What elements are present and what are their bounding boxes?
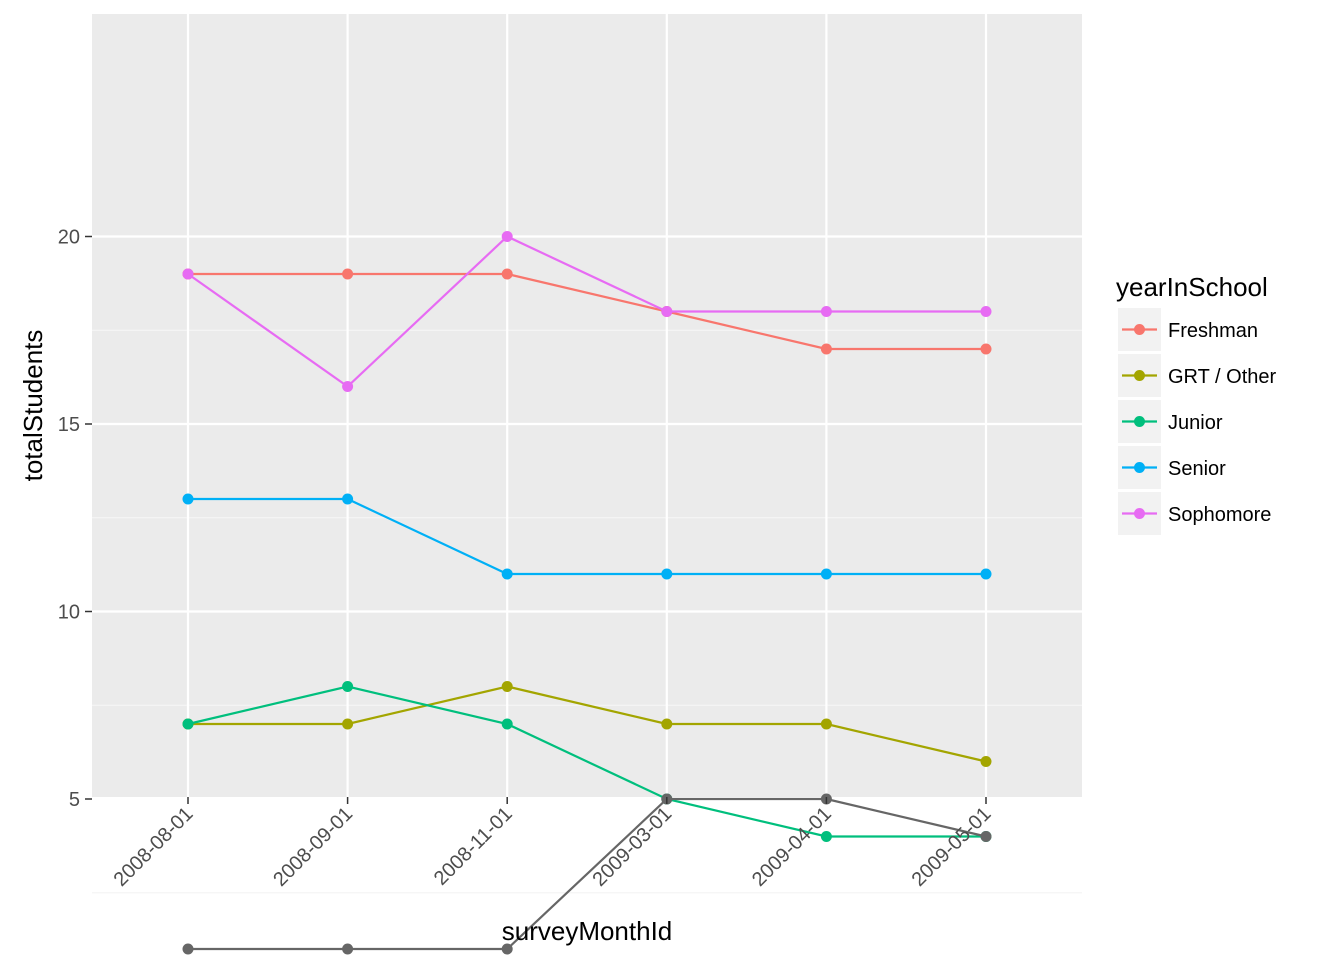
data-point	[342, 268, 354, 280]
y-tick-label: 10	[58, 602, 80, 624]
data-point	[501, 568, 513, 580]
series-senior	[182, 493, 992, 580]
legend-label: Junior	[1168, 412, 1223, 434]
x-tick-label: 2009-03-01	[588, 803, 676, 891]
series-line	[188, 497, 986, 576]
legend-item: GRT / Other	[1118, 354, 1277, 397]
x-tick-label: 2008-08-01	[110, 803, 198, 891]
x-tick-label: 2008-09-01	[269, 803, 357, 891]
data-point	[820, 718, 832, 730]
series-line	[188, 797, 987, 951]
legend-item: Senior	[1118, 446, 1226, 489]
y-axis-title: totalStudents	[18, 330, 48, 482]
data-point	[182, 718, 194, 730]
x-tick-label: 2008-11-01	[430, 803, 517, 890]
x-axis-title: surveyMonthId	[502, 916, 673, 946]
data-point	[820, 568, 832, 580]
legend-title: yearInSchool	[1116, 272, 1268, 302]
data-point	[342, 718, 354, 730]
data-point	[661, 568, 673, 580]
legend-label: GRT / Other	[1168, 366, 1277, 388]
data-point	[501, 943, 513, 955]
legend-key-point	[1134, 416, 1145, 427]
data-point	[501, 681, 513, 692]
plot-panel	[92, 14, 1082, 797]
y-tick-label: 5	[69, 789, 80, 811]
data-point	[980, 756, 992, 767]
data-point	[820, 306, 832, 317]
data-point	[661, 306, 673, 317]
series-line	[187, 235, 986, 388]
x-tick-label: 2009-05-01	[908, 803, 996, 891]
data-point	[980, 343, 992, 355]
major-gridlines	[92, 14, 1082, 801]
y-axis: 5 10 15 20	[58, 227, 92, 811]
legend-item: Freshman	[1118, 308, 1258, 351]
legend-item: Sophomore	[1118, 492, 1271, 535]
data-point	[182, 268, 194, 280]
data-point	[501, 718, 513, 730]
data-point	[501, 268, 513, 280]
data-point	[980, 831, 992, 842]
legend-key-point	[1134, 508, 1145, 519]
data-point	[661, 718, 673, 730]
data-point	[342, 493, 354, 505]
legend-key-point	[1134, 462, 1145, 473]
series-layer	[182, 231, 992, 955]
data-point	[820, 343, 832, 355]
series-sophomore	[182, 231, 992, 392]
legend-label: Senior	[1168, 458, 1226, 480]
legend-key-point	[1134, 370, 1145, 381]
x-axis: 2008-08-01 2008-09-01 2008-11-01 2009-03-01…	[110, 797, 996, 891]
data-point	[182, 493, 194, 505]
legend-label: Freshman	[1168, 320, 1258, 342]
legend-item: Junior	[1118, 400, 1223, 443]
legend-label: Sophomore	[1168, 504, 1271, 526]
minor-gridlines	[92, 329, 1082, 894]
y-tick-label: 15	[58, 414, 80, 436]
data-point	[980, 306, 992, 317]
data-point	[182, 943, 194, 955]
y-tick-label: 20	[58, 227, 80, 249]
data-point	[820, 831, 832, 842]
data-point	[342, 943, 354, 955]
legend-key-point	[1134, 324, 1145, 335]
series-line	[188, 685, 987, 763]
x-tick-label: 2009-04-01	[748, 803, 836, 891]
data-point	[342, 681, 354, 692]
series-line	[187, 685, 986, 838]
series-line	[188, 272, 986, 351]
data-point	[342, 381, 354, 392]
legend: yearInSchool Freshman GRT / Other Junior Se…	[1116, 272, 1277, 535]
data-point	[980, 568, 992, 580]
data-point	[501, 231, 513, 242]
